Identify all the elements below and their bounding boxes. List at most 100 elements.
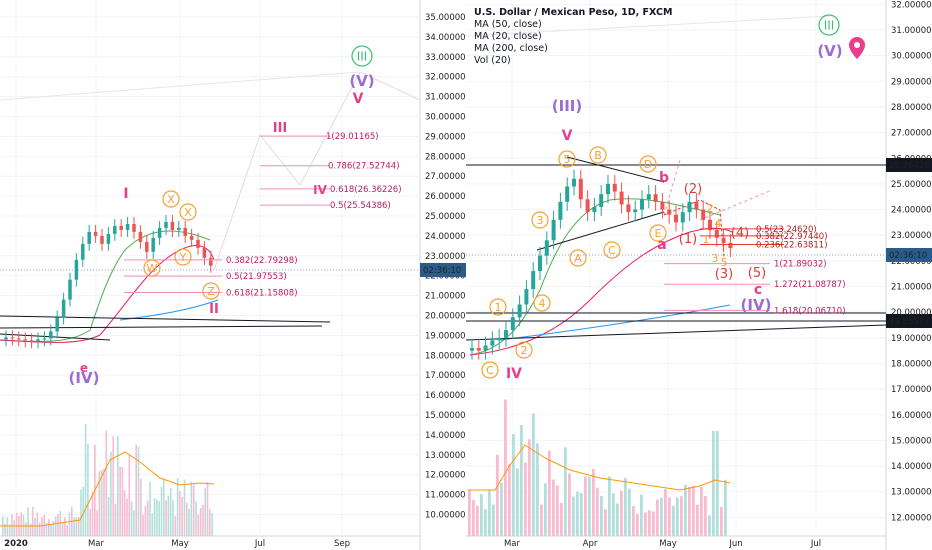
wave-label-circle	[569, 249, 587, 267]
wave-label: (V)	[817, 42, 842, 60]
y-tick-label: 28.00000	[425, 152, 466, 162]
volume-bar	[188, 508, 190, 536]
volume-bar	[123, 490, 126, 536]
volume-bar	[496, 454, 499, 536]
wave-label-circle	[489, 298, 507, 316]
projection-path	[0, 71, 361, 101]
y-tick-label: 35.00000	[425, 13, 466, 23]
y-tick-label: 30.00000	[891, 52, 932, 62]
y-tick-label: 16.00000	[891, 411, 932, 421]
volume-bar	[664, 489, 667, 536]
candle	[138, 231, 143, 242]
volume-bar	[600, 495, 603, 536]
candle	[189, 235, 194, 240]
study-ma200[interactable]: MA (200, close)	[474, 43, 548, 54]
volume-bar	[604, 509, 607, 536]
volume-bar	[520, 425, 523, 536]
wave-label: E	[655, 227, 662, 240]
volume-bar	[504, 399, 507, 536]
y-tick-label: 20.00000	[425, 312, 466, 322]
y-tick-label: 18.00000	[425, 351, 466, 361]
study-ma50[interactable]: MA (50, close)	[474, 19, 542, 30]
wave-label-circle	[533, 294, 551, 312]
wave-label-circle	[351, 45, 373, 67]
fib-level-label: 0.382(22.79298)	[226, 256, 298, 266]
volume-bar	[142, 514, 144, 536]
volume-bar	[636, 513, 639, 536]
volume-bar	[584, 476, 587, 536]
trend-line	[465, 324, 887, 341]
volume-bar	[616, 503, 619, 536]
symbol-title[interactable]: U.S. Dollar / Mexican Peso, 1D, FXCM	[474, 7, 672, 18]
volume-bar	[82, 486, 85, 536]
candle	[585, 199, 590, 213]
wave-label: 4	[539, 297, 546, 310]
wave-label-circle	[162, 190, 180, 208]
volume-bar	[209, 509, 211, 536]
projection-path	[663, 199, 725, 259]
volume-bar	[31, 506, 34, 536]
volume-bar	[110, 451, 112, 536]
wave-label-circle	[603, 241, 621, 259]
volume-bar	[73, 517, 75, 536]
candle	[687, 201, 692, 213]
chart-legend: U.S. Dollar / Mexican Peso, 1D, FXCM MA …	[474, 7, 672, 66]
volume-bar	[612, 493, 615, 536]
candle	[544, 240, 549, 256]
study-volume[interactable]: Vol (20)	[474, 55, 511, 66]
candle	[551, 219, 556, 241]
volume-bar	[36, 512, 39, 536]
candle	[164, 221, 168, 228]
volume-bar	[137, 446, 140, 536]
volume-bar	[204, 488, 206, 536]
study-ma20[interactable]: MA (20, close)	[474, 31, 542, 42]
volume-bar	[107, 497, 110, 536]
candle	[558, 201, 563, 220]
last-price-tag-bg	[420, 263, 466, 277]
volume-bar	[700, 487, 703, 536]
volume-ma-line	[468, 444, 731, 491]
y-tick-label: 25.00000	[425, 212, 466, 222]
fib-level-label: 0.618(26.36226)	[330, 185, 402, 195]
volume-bar	[206, 481, 209, 536]
x-tick-label: Apr	[583, 539, 598, 549]
volume-bar	[133, 510, 135, 536]
wave-label: (III)	[552, 97, 582, 115]
wave-label: e	[80, 361, 88, 375]
candle	[633, 209, 638, 213]
wave-label: (IV)	[69, 369, 100, 387]
candle	[151, 237, 155, 252]
volume-bar	[724, 479, 727, 536]
y-tick-label: 16.00000	[425, 391, 466, 401]
candle	[61, 299, 66, 318]
volume-bar	[169, 487, 172, 536]
candle	[49, 331, 53, 339]
volume-bar	[492, 504, 495, 536]
volume-bar	[480, 494, 483, 536]
candle	[68, 279, 72, 300]
volume-bar	[103, 468, 105, 536]
y-tick-label: 27.00000	[891, 129, 932, 139]
wave-label: (3)	[715, 267, 733, 282]
volume-bar	[192, 484, 195, 536]
volume-bar	[528, 439, 531, 536]
candle	[538, 255, 542, 272]
wave-label-circle	[589, 146, 607, 164]
volume-bar	[672, 505, 675, 536]
last-price-tag: 02:36:10	[889, 251, 927, 261]
volume-bar	[652, 511, 655, 536]
y-tick-label: 28.00000	[891, 103, 932, 113]
volume-bar	[680, 496, 683, 536]
volume-bar	[75, 517, 78, 536]
wave-label-circle	[481, 361, 499, 379]
wave-label: B	[594, 149, 602, 162]
wave-label: Y	[179, 251, 187, 264]
wave-label: 2	[521, 344, 528, 357]
candle	[145, 241, 149, 252]
volume-bar	[720, 506, 723, 536]
volume-bar	[22, 514, 25, 536]
candle	[42, 338, 47, 340]
volume-bar	[149, 481, 151, 536]
volume-bar	[183, 479, 186, 536]
